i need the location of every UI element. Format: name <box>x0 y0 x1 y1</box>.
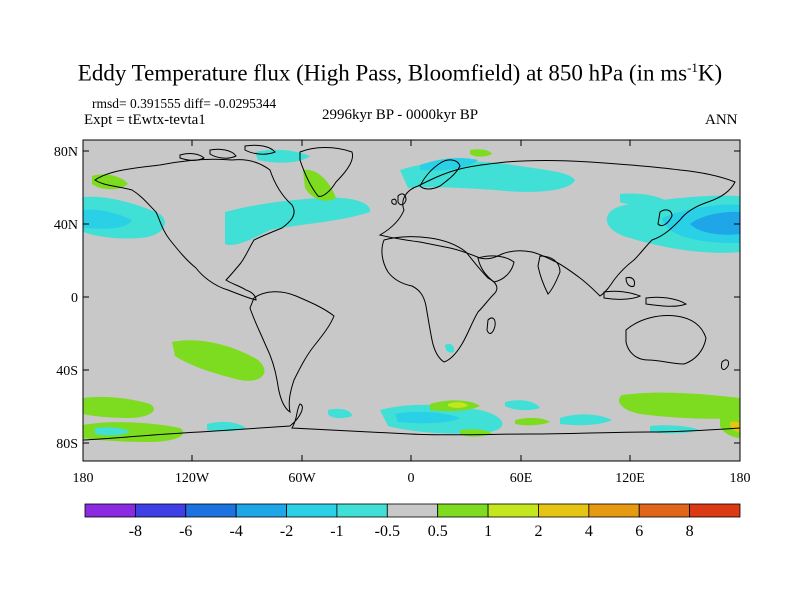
coast-south-america <box>249 291 335 414</box>
coast-island <box>209 148 237 159</box>
contour-patch <box>515 417 550 426</box>
map-title: Eddy Temperature flux (High Pass, Bloomf… <box>77 60 723 86</box>
lon-label: 120W <box>175 471 210 486</box>
colorbar-label: -0.5 <box>375 523 400 540</box>
coast-island <box>625 277 635 287</box>
lat-label: 80S <box>56 437 78 452</box>
contour-patch <box>448 402 468 408</box>
contour-patch <box>95 427 130 436</box>
coast-britain <box>397 193 407 206</box>
coast-india <box>537 255 561 295</box>
coast-new-zealand <box>721 359 729 370</box>
coast-island <box>603 290 642 300</box>
lat-label: 40S <box>56 364 78 379</box>
experiment-label: Expt = tEwtx-tevta1 <box>84 112 206 128</box>
colorbar-swatch <box>84 503 136 518</box>
colorbar-label: 1 <box>484 523 492 540</box>
contour-patch <box>395 411 460 424</box>
colorbar-swatch <box>689 503 741 518</box>
colorbar-swatch <box>487 503 539 518</box>
contour-patch <box>207 421 246 432</box>
colorbar-swatch <box>588 503 640 518</box>
contour-patch <box>83 422 184 442</box>
colorbar-label: 2 <box>534 523 542 540</box>
contour-patches <box>83 149 740 442</box>
coast-north-america <box>94 158 295 301</box>
period-label: 2996kyr BP - 0000kyr BP <box>322 107 479 123</box>
coast-antarctica <box>83 403 740 441</box>
coast-greenland <box>299 147 354 197</box>
colorbar-label: 8 <box>686 523 694 540</box>
coast-japan <box>657 209 673 227</box>
colorbar-label: -2 <box>280 523 293 540</box>
contour-patch <box>505 400 540 411</box>
colorbar: -8 -6 -4 -2 -1 -0.5 0.5 1 2 4 6 8 <box>84 503 741 540</box>
contour-patch <box>445 343 455 353</box>
colorbar-label: -4 <box>229 523 242 540</box>
contour-patch <box>328 408 352 419</box>
contour-patch <box>730 421 740 432</box>
colorbar-label: -8 <box>129 523 142 540</box>
lon-label: 0 <box>408 471 415 486</box>
lat-label: 0 <box>71 291 78 306</box>
contour-patch <box>92 174 128 190</box>
colorbar-label: 6 <box>635 523 643 540</box>
colorbar-label: 0.5 <box>428 523 448 540</box>
contour-patch <box>83 396 154 418</box>
coast-island <box>179 153 205 161</box>
lat-label: 40N <box>54 218 78 233</box>
colorbar-swatch <box>286 503 338 518</box>
colorbar-swatch <box>336 503 388 518</box>
colorbar-label: -1 <box>330 523 343 540</box>
colorbar-swatch <box>185 503 237 518</box>
coast-new-guinea <box>645 296 688 307</box>
colorbar-label: -6 <box>179 523 192 540</box>
lat-labels: 80N 40N 0 40S 80S <box>54 145 78 452</box>
coast-africa <box>381 236 498 363</box>
coast-ireland <box>391 198 397 205</box>
lon-label: 180 <box>730 471 751 486</box>
contour-patch <box>255 149 310 163</box>
lon-label: 120E <box>615 471 645 486</box>
colorbar-swatch <box>134 503 187 518</box>
lon-label: 60E <box>510 471 533 486</box>
colorbar-label: 4 <box>585 523 593 540</box>
coast-island <box>244 144 276 155</box>
colorbar-swatch <box>538 503 590 518</box>
colorbar-swatch <box>235 503 287 518</box>
colorbar-swatch <box>437 503 489 518</box>
contour-patch <box>172 340 265 381</box>
lat-label: 80N <box>54 145 78 160</box>
axis-ticks <box>83 140 740 461</box>
contour-patch <box>83 209 132 229</box>
contour-patch <box>620 193 668 205</box>
colorbar-swatch <box>386 503 439 518</box>
season-label: ANN <box>705 112 738 128</box>
lon-label: 60W <box>288 471 316 486</box>
contour-patch <box>619 392 740 419</box>
contour-patch <box>225 197 371 246</box>
contour-patch <box>303 169 336 201</box>
lon-label: 180 <box>73 471 94 486</box>
coast-eurasia <box>378 160 736 297</box>
coast-scandinavia <box>419 159 461 190</box>
coast-madagascar <box>486 317 496 334</box>
colorbar-swatch <box>638 503 691 518</box>
contour-patch <box>690 211 740 235</box>
coast-arabia <box>477 255 515 283</box>
contour-patch <box>470 149 492 157</box>
coastlines <box>83 144 740 441</box>
contour-patch <box>560 414 612 426</box>
stats-label: rmsd= 0.391555 diff= -0.0295344 <box>92 96 277 111</box>
coast-australia <box>625 315 707 365</box>
lon-labels: 180 120W 60W 0 60E 120E 180 <box>73 471 751 486</box>
